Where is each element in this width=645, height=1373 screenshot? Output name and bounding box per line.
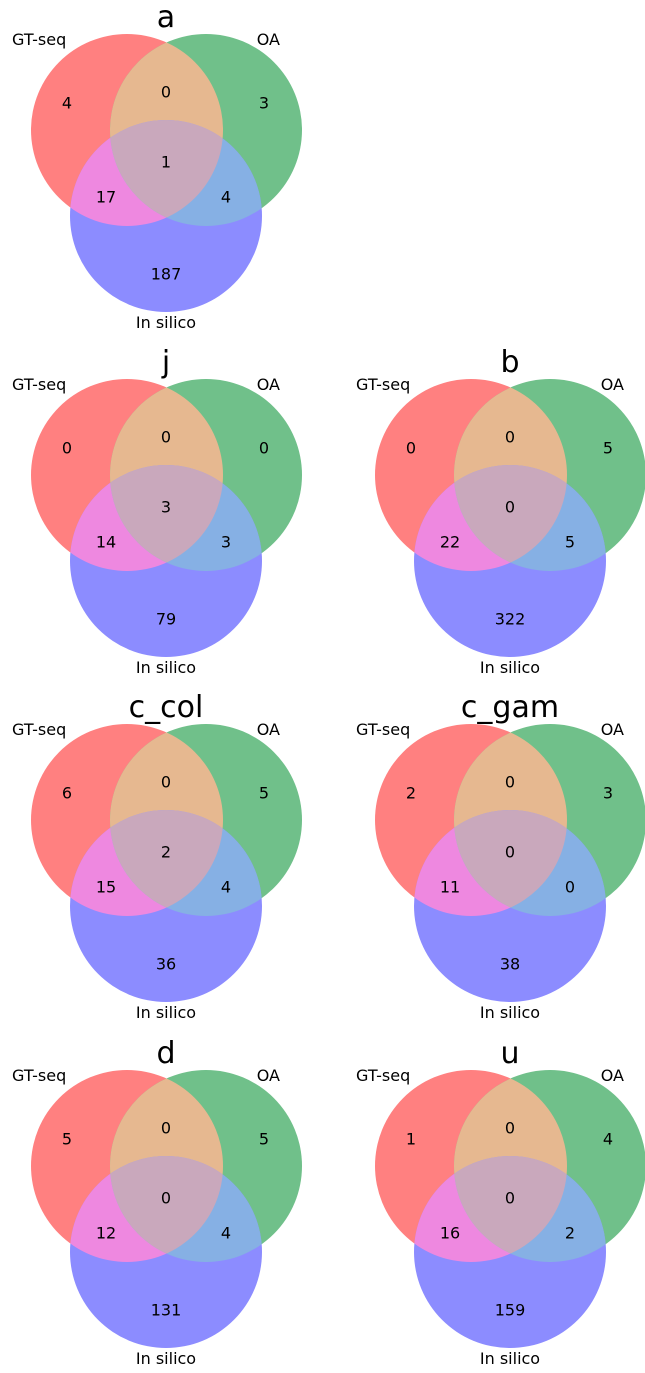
region-count-abc: 1	[161, 153, 171, 172]
region-count-ab-only: 0	[505, 773, 515, 792]
region-count-ab-only: 0	[161, 83, 171, 102]
set-label-gt-seq: GT-seq	[12, 375, 66, 394]
set-label-in-silico: In silico	[480, 1349, 540, 1368]
venn-diagram-b: b GT-seq OA In silico 0 0 5 0 22 5 322	[356, 345, 645, 677]
set-label-gt-seq: GT-seq	[12, 720, 66, 739]
region-count-c-only: 36	[156, 955, 176, 974]
venn-title: d	[156, 1036, 175, 1071]
region-count-bc-only: 4	[221, 188, 231, 207]
set-label-oa: OA	[601, 720, 624, 739]
venn-diagram-u: u GT-seq OA In silico 1 0 4 0 16 2 159	[356, 1036, 645, 1368]
venn-diagram-a: a GT-seq OA In silico 4 0 3 1 17 4 187	[12, 0, 302, 332]
region-count-b-only: 4	[603, 1130, 613, 1149]
venn-title: c_col	[129, 690, 204, 725]
venn-title: b	[500, 345, 519, 380]
venn-diagram-c_gam: c_gam GT-seq OA In silico 2 0 3 0 11 0 38	[356, 690, 645, 1022]
region-count-ab-only: 0	[505, 1119, 515, 1138]
region-count-b-only: 3	[603, 784, 613, 803]
region-count-a-only: 0	[406, 439, 416, 458]
region-count-bc-only: 4	[221, 1224, 231, 1243]
set-label-oa: OA	[257, 1066, 280, 1085]
region-count-a-only: 0	[62, 439, 72, 458]
region-count-a-only: 1	[406, 1130, 416, 1149]
venn-title: u	[500, 1036, 519, 1071]
venn-title: c_gam	[461, 690, 559, 725]
set-label-gt-seq: GT-seq	[356, 1066, 410, 1085]
region-count-ac-only: 17	[96, 188, 116, 207]
region-count-ac-only: 11	[440, 878, 460, 897]
region-count-a-only: 2	[406, 784, 416, 803]
region-count-abc: 0	[161, 1189, 171, 1208]
set-label-in-silico: In silico	[136, 1003, 196, 1022]
region-count-bc-only: 3	[221, 533, 231, 552]
set-label-oa: OA	[257, 30, 280, 49]
region-count-bc-only: 5	[565, 533, 575, 552]
region-count-abc: 0	[505, 1189, 515, 1208]
region-count-abc: 0	[505, 498, 515, 517]
region-count-a-only: 5	[62, 1130, 72, 1149]
set-label-gt-seq: GT-seq	[356, 720, 410, 739]
region-count-b-only: 0	[259, 439, 269, 458]
set-label-oa: OA	[601, 1066, 624, 1085]
region-count-ac-only: 22	[440, 533, 460, 552]
region-count-c-only: 38	[500, 955, 520, 974]
set-label-in-silico: In silico	[136, 1349, 196, 1368]
venn-title: j	[161, 345, 170, 380]
set-label-gt-seq: GT-seq	[356, 375, 410, 394]
set-label-gt-seq: GT-seq	[12, 30, 66, 49]
region-count-ac-only: 12	[96, 1224, 116, 1243]
venn-diagram-d: d GT-seq OA In silico 5 0 5 0 12 4 131	[12, 1036, 302, 1368]
region-count-ab-only: 0	[161, 1119, 171, 1138]
set-label-in-silico: In silico	[480, 658, 540, 677]
region-count-ac-only: 14	[96, 533, 116, 552]
region-count-a-only: 4	[62, 94, 72, 113]
region-count-c-only: 131	[151, 1301, 182, 1320]
venn-diagram-c_col: c_col GT-seq OA In silico 6 0 5 2 15 4 36	[12, 690, 302, 1022]
region-count-c-only: 322	[495, 610, 526, 629]
set-label-in-silico: In silico	[136, 313, 196, 332]
region-count-ab-only: 0	[161, 773, 171, 792]
venn-title: a	[157, 0, 175, 35]
region-count-bc-only: 0	[565, 878, 575, 897]
venn-diagram-j: j GT-seq OA In silico 0 0 0 3 14 3 79	[12, 345, 302, 677]
region-count-ac-only: 16	[440, 1224, 460, 1243]
region-count-abc: 3	[161, 498, 171, 517]
set-label-in-silico: In silico	[480, 1003, 540, 1022]
region-count-b-only: 3	[259, 94, 269, 113]
set-label-gt-seq: GT-seq	[12, 1066, 66, 1085]
region-count-ac-only: 15	[96, 878, 116, 897]
set-label-oa: OA	[257, 375, 280, 394]
region-count-abc: 2	[161, 843, 171, 862]
set-label-oa: OA	[257, 720, 280, 739]
set-label-in-silico: In silico	[136, 658, 196, 677]
region-count-c-only: 79	[156, 610, 176, 629]
region-count-abc: 0	[505, 843, 515, 862]
set-label-oa: OA	[601, 375, 624, 394]
region-count-b-only: 5	[603, 439, 613, 458]
region-count-bc-only: 4	[221, 878, 231, 897]
region-count-a-only: 6	[62, 784, 72, 803]
region-count-c-only: 187	[151, 265, 182, 284]
region-count-b-only: 5	[259, 1130, 269, 1149]
region-count-bc-only: 2	[565, 1224, 575, 1243]
region-count-b-only: 5	[259, 784, 269, 803]
region-count-ab-only: 0	[505, 428, 515, 447]
region-count-ab-only: 0	[161, 428, 171, 447]
region-count-c-only: 159	[495, 1301, 526, 1320]
